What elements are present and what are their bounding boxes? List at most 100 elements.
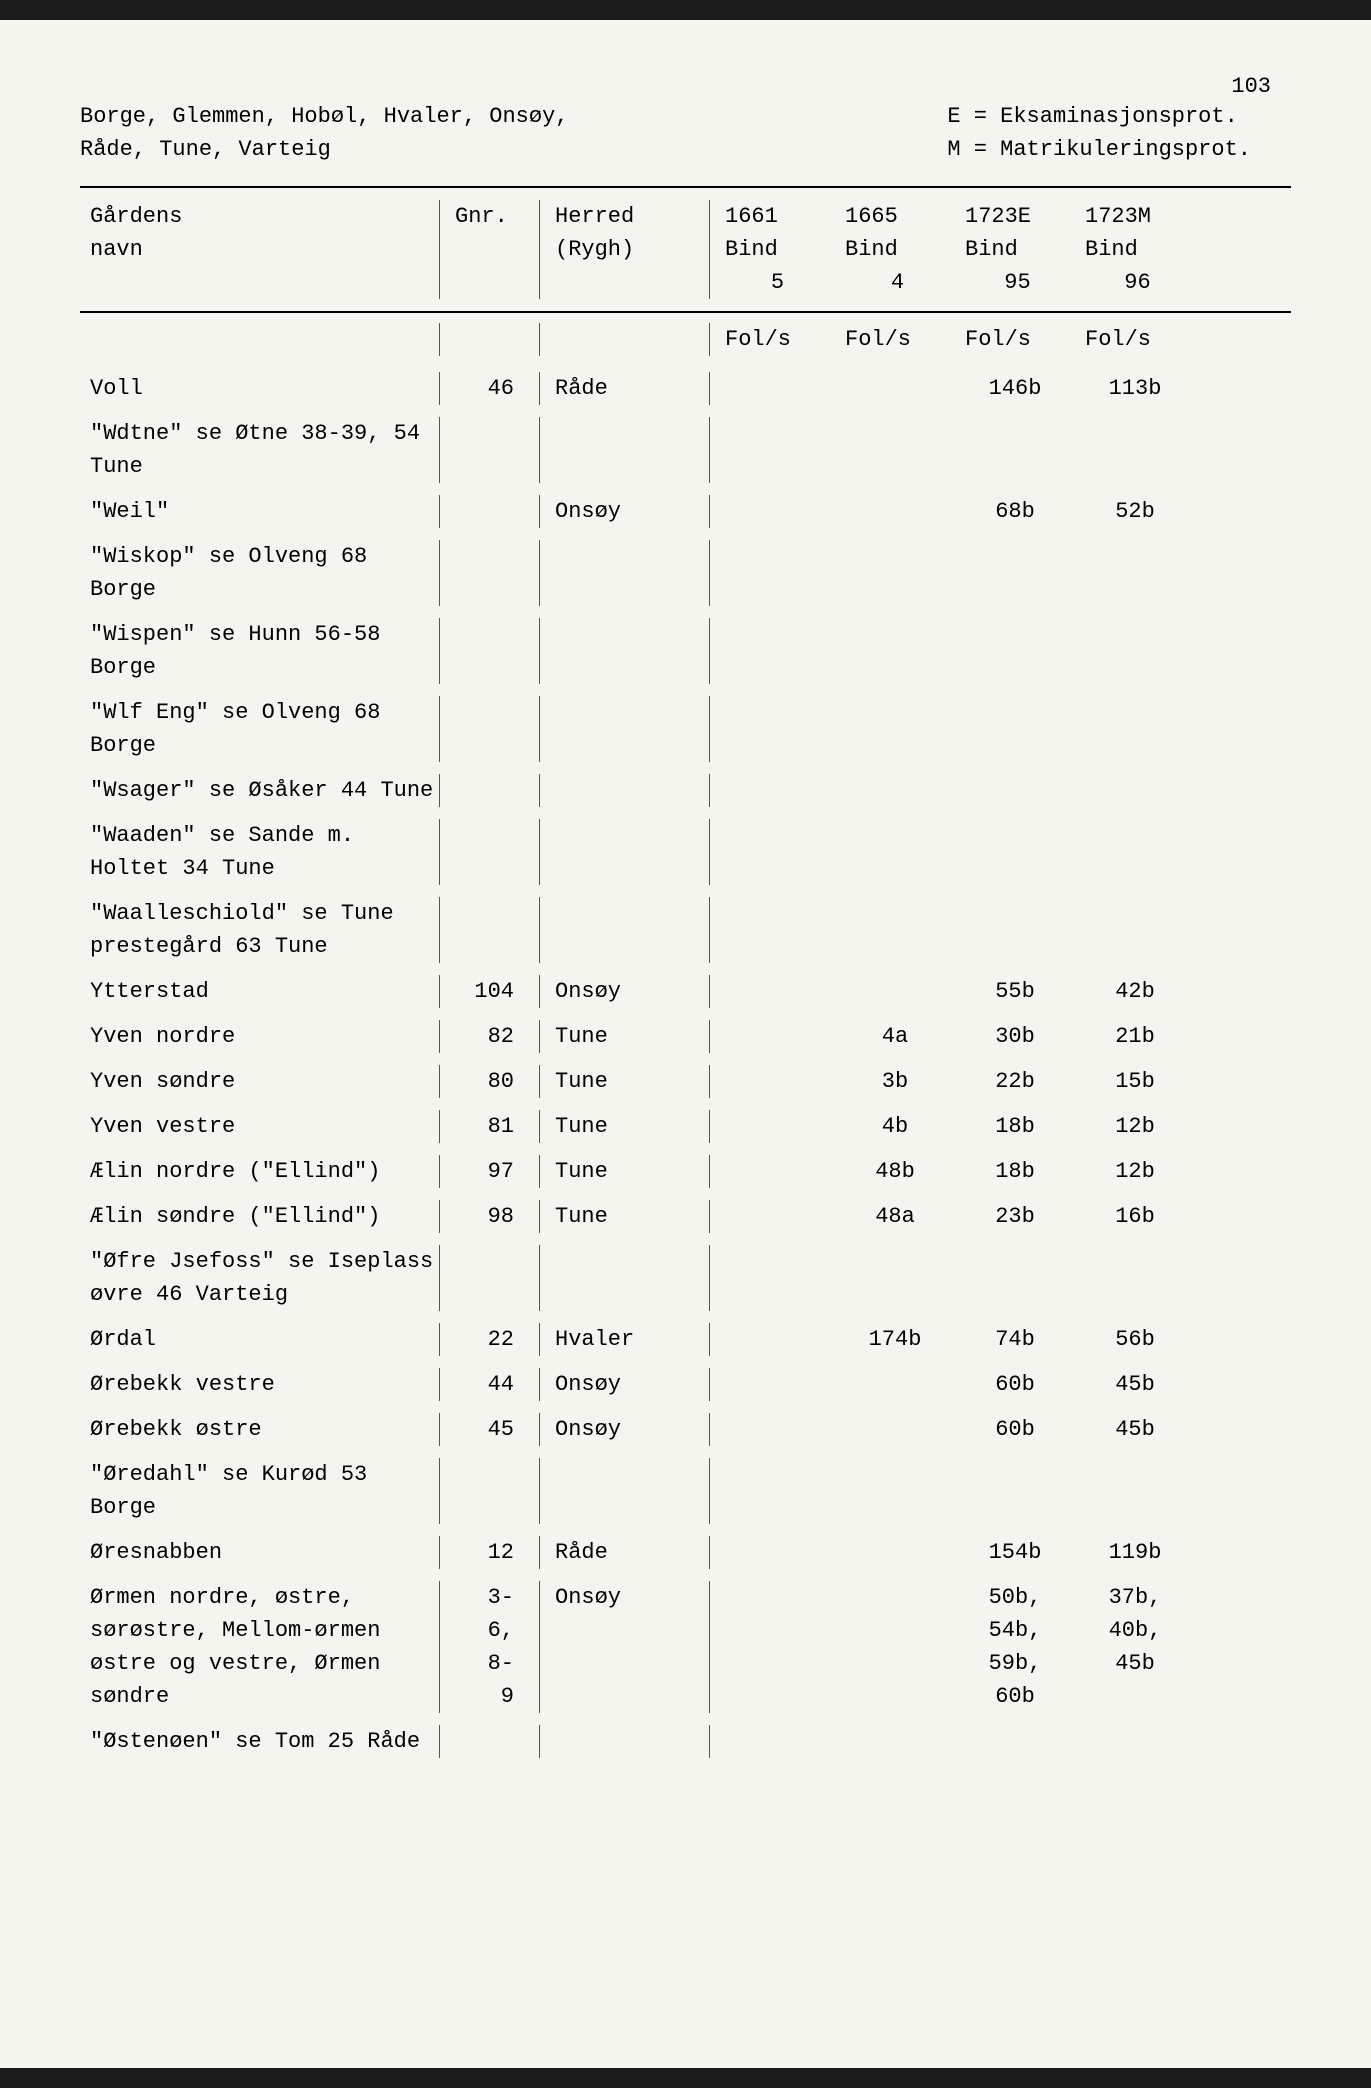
cell-1665	[830, 495, 950, 528]
cell-herred	[540, 618, 710, 684]
page-number: 103	[1231, 70, 1271, 103]
cell-herred: Hvaler	[540, 1323, 710, 1356]
cell-name: "Wsager" se Øsåker 44 Tune	[80, 774, 440, 807]
table-row: Ørmen nordre, østre, sørøstre, Mellom-ør…	[80, 1575, 1291, 1719]
table-row: Ælin nordre ("Ellind")97Tune48b18b12b	[80, 1149, 1291, 1194]
cell-gnr: 22	[440, 1323, 540, 1356]
cell-herred	[540, 417, 710, 483]
cell-1661	[710, 1458, 830, 1524]
cell-1723m	[1070, 417, 1190, 483]
table-row: Yven nordre82Tune4a30b21b	[80, 1014, 1291, 1059]
header-left-line2: Råde, Tune, Varteig	[80, 133, 947, 166]
table-row: "Wiskop" se Olveng 68 Borge	[80, 534, 1291, 612]
cell-1665: 4b	[830, 1110, 950, 1143]
cell-1661	[710, 1581, 830, 1713]
cell-1661	[710, 1155, 830, 1188]
cell-gnr	[440, 1725, 540, 1758]
cell-1661	[710, 819, 830, 885]
subheader-col5: Fol/s	[830, 323, 950, 356]
cell-gnr: 82	[440, 1020, 540, 1053]
table-header: Gårdens navn Gnr. Herred (Rygh) 1661 Bin…	[80, 188, 1291, 313]
cell-1723e	[950, 1458, 1070, 1524]
cell-herred: Tune	[540, 1020, 710, 1053]
table-row: "Wlf Eng" se Olveng 68 Borge	[80, 690, 1291, 768]
cell-1723m: 37b, 40b, 45b	[1070, 1581, 1190, 1713]
cell-herred: Onsøy	[540, 975, 710, 1008]
cell-name: Ørmen nordre, østre, sørøstre, Mellom-ør…	[80, 1581, 440, 1713]
cell-1661	[710, 495, 830, 528]
cell-1661	[710, 1413, 830, 1446]
cell-name: Ytterstad	[80, 975, 440, 1008]
cell-herred	[540, 1245, 710, 1311]
cell-1723e: 18b	[950, 1110, 1070, 1143]
cell-1661	[710, 1245, 830, 1311]
subheader-col7: Fol/s	[1070, 323, 1190, 356]
table-row: Ørdal22Hvaler174b74b56b	[80, 1317, 1291, 1362]
cell-1723e	[950, 540, 1070, 606]
cell-gnr	[440, 696, 540, 762]
cell-gnr: 44	[440, 1368, 540, 1401]
cell-1665	[830, 1413, 950, 1446]
cell-gnr: 3- 6, 8- 9	[440, 1581, 540, 1713]
cell-name: Yven nordre	[80, 1020, 440, 1053]
cell-herred	[540, 774, 710, 807]
cell-1723m	[1070, 540, 1190, 606]
cell-1723m: 113b	[1070, 372, 1190, 405]
cell-1665	[830, 819, 950, 885]
cell-1723e	[950, 417, 1070, 483]
header-col-herred: Herred (Rygh)	[540, 200, 710, 299]
cell-name: "Wispen" se Hunn 56-58 Borge	[80, 618, 440, 684]
table-row: "Øredahl" se Kurød 53 Borge	[80, 1452, 1291, 1530]
table-row: "Waaden" se Sande m. Holtet 34 Tune	[80, 813, 1291, 891]
cell-1661	[710, 774, 830, 807]
cell-1661	[710, 1725, 830, 1758]
cell-1661	[710, 540, 830, 606]
cell-name: "Wiskop" se Olveng 68 Borge	[80, 540, 440, 606]
cell-1665	[830, 696, 950, 762]
cell-herred: Tune	[540, 1200, 710, 1233]
cell-1665	[830, 975, 950, 1008]
header-right-line1: E = Eksaminasjonsprot.	[947, 100, 1251, 133]
header-col5-line1: 1665	[845, 200, 950, 233]
cell-1723m: 45b	[1070, 1368, 1190, 1401]
subheader-col-gnr	[440, 323, 540, 356]
cell-1661	[710, 1020, 830, 1053]
subheader-col6: Fol/s	[950, 323, 1070, 356]
header-col7-line3: 96	[1085, 266, 1190, 299]
cell-1661	[710, 897, 830, 963]
cell-gnr: 45	[440, 1413, 540, 1446]
header-col7-line1: 1723M	[1085, 200, 1190, 233]
table-row: "Østenøen" se Tom 25 Råde	[80, 1719, 1291, 1764]
cell-1723m: 52b	[1070, 495, 1190, 528]
cell-1723m: 12b	[1070, 1155, 1190, 1188]
cell-1723m: 42b	[1070, 975, 1190, 1008]
cell-gnr: 98	[440, 1200, 540, 1233]
header-col6-line3: 95	[965, 266, 1070, 299]
cell-1665	[830, 1368, 950, 1401]
header-col7-line2: Bind	[1085, 233, 1190, 266]
cell-herred	[540, 540, 710, 606]
cell-1665	[830, 897, 950, 963]
header-row: Borge, Glemmen, Hobøl, Hvaler, Onsøy, Rå…	[80, 100, 1291, 166]
cell-1661	[710, 1536, 830, 1569]
table-row: "Wsager" se Øsåker 44 Tune	[80, 768, 1291, 813]
header-left: Borge, Glemmen, Hobøl, Hvaler, Onsøy, Rå…	[80, 100, 947, 166]
table-row: Ælin søndre ("Ellind")98Tune48a23b16b	[80, 1194, 1291, 1239]
cell-name: Ørdal	[80, 1323, 440, 1356]
cell-1665	[830, 540, 950, 606]
cell-1665	[830, 618, 950, 684]
cell-1723e: 30b	[950, 1020, 1070, 1053]
header-left-line1: Borge, Glemmen, Hobøl, Hvaler, Onsøy,	[80, 100, 947, 133]
cell-1661	[710, 696, 830, 762]
cell-1661	[710, 372, 830, 405]
table-row: Voll46Råde146b113b	[80, 366, 1291, 411]
cell-1661	[710, 1368, 830, 1401]
table-row: Yven søndre80Tune3b22b15b	[80, 1059, 1291, 1104]
table-row: "Wdtne" se Øtne 38-39, 54 Tune	[80, 411, 1291, 489]
cell-name: "Waaden" se Sande m. Holtet 34 Tune	[80, 819, 440, 885]
cell-1723m: 15b	[1070, 1065, 1190, 1098]
cell-gnr	[440, 495, 540, 528]
cell-name: "Wdtne" se Øtne 38-39, 54 Tune	[80, 417, 440, 483]
header-col4-line2: Bind	[725, 233, 830, 266]
cell-1661	[710, 618, 830, 684]
